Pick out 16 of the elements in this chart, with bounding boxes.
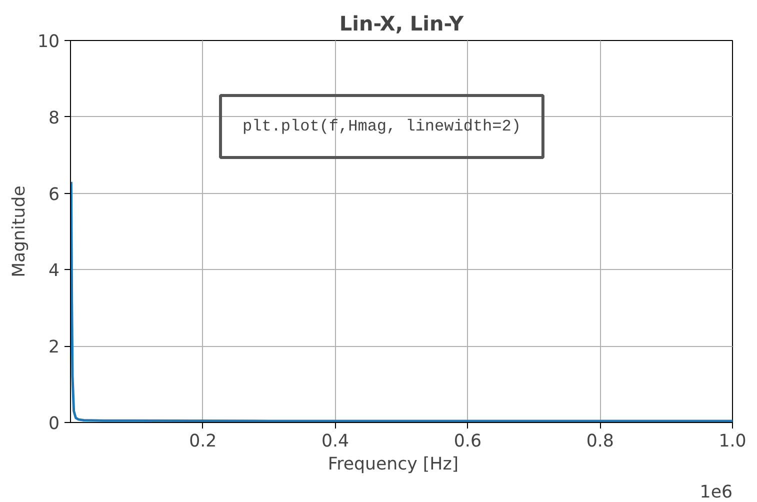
y-tick-label: 8 bbox=[48, 108, 60, 128]
y-tick-label: 4 bbox=[48, 261, 60, 282]
y-tick-label: 6 bbox=[48, 184, 60, 205]
x-tick-label: 0.4 bbox=[322, 432, 350, 452]
y-tick-label: 2 bbox=[48, 338, 60, 358]
y-axis-title: Magnitude bbox=[9, 186, 30, 278]
x-tick-label: 1.0 bbox=[718, 432, 746, 452]
y-tick-label: 10 bbox=[37, 32, 60, 52]
x-tick-label: 0.2 bbox=[189, 432, 217, 452]
y-tick-label: 0 bbox=[48, 414, 60, 434]
text: 1e6 bbox=[700, 482, 733, 502]
x-axis-title: Frequency [Hz] bbox=[328, 454, 459, 474]
x-tick-label: 0.8 bbox=[586, 432, 614, 452]
annotation: plt.plot(f,Hmag, linewidth=2) bbox=[242, 118, 521, 136]
x-tick-label: 0.6 bbox=[454, 432, 482, 452]
chart-title: Lin-X, Lin-Y bbox=[339, 12, 464, 36]
